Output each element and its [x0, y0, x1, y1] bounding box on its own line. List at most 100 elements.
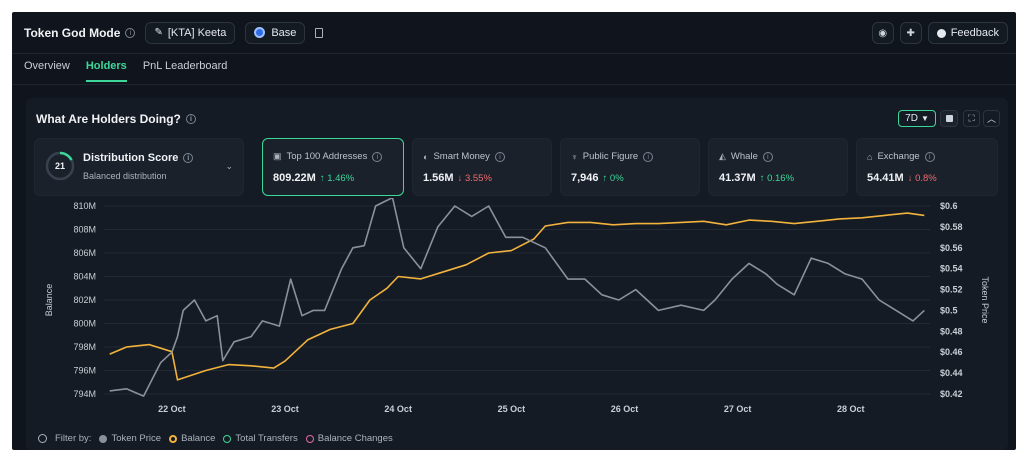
- tab-bar: Overview Holders PnL Leaderboard: [24, 60, 227, 82]
- calendar-button[interactable]: [940, 110, 958, 127]
- card-whale[interactable]: ◭ Whale i 41.37M ↑ 0.16%: [708, 138, 848, 196]
- card-value-text: 7,946: [571, 172, 599, 184]
- caret-down-icon: ▼: [920, 114, 929, 123]
- card-label-text: Public Figure: [582, 151, 639, 162]
- info-icon[interactable]: i: [924, 151, 935, 162]
- panel-title-text: What Are Holders Doing?: [36, 112, 181, 126]
- card-value: 41.37M ↑ 0.16%: [719, 172, 794, 184]
- filter-total-transfers[interactable]: Total Transfers: [223, 433, 298, 444]
- y2-tick-label: $0.48: [940, 326, 963, 336]
- expand-icon: ⛶: [968, 113, 975, 123]
- balance-changes-dot: [305, 434, 314, 443]
- feedback-label: Feedback: [950, 27, 999, 39]
- x-tick-label: 26 Oct: [611, 404, 639, 414]
- y2-tick-label: $0.44: [940, 368, 963, 378]
- y-tick-label: 798M: [73, 342, 96, 352]
- distribution-score-card[interactable]: 21 Distribution Score i Balanced distrib…: [34, 138, 244, 196]
- info-icon[interactable]: i: [762, 151, 773, 162]
- y-tick-label: 796M: [73, 366, 96, 376]
- tabs-divider: [12, 84, 1016, 85]
- chevron-up-icon: ︿: [986, 114, 996, 124]
- y-tick-label: 810M: [73, 201, 96, 211]
- info-icon[interactable]: i: [643, 151, 654, 162]
- card-label-text: Top 100 Addresses: [286, 151, 368, 162]
- total-transfers-dot: [223, 434, 232, 443]
- card-value: 1.56M ↓ 3.55%: [423, 172, 492, 184]
- card-change: ↑ 1.46%: [319, 173, 355, 184]
- chat-bubble-icon: [936, 28, 946, 38]
- base-chain-icon: [254, 27, 266, 38]
- watch-button[interactable]: ◉: [871, 22, 894, 44]
- info-icon[interactable]: i: [185, 114, 196, 124]
- y-tick-label: 808M: [73, 225, 96, 235]
- score-subtitle: Balanced distribution: [83, 171, 167, 181]
- holders-chart: 810M 808M 806M 804M 802M 800M 798M 796M 794M $0.6…: [44, 198, 990, 414]
- filter-bar: Filter by: Token Price Balance Total Tra…: [38, 433, 393, 444]
- card-value-text: 54.41M: [867, 172, 904, 184]
- fullscreen-button[interactable]: ⛶: [963, 110, 980, 127]
- y2-tick-label: $0.6: [940, 201, 958, 211]
- y2-tick-label: $0.58: [940, 222, 963, 232]
- y2-axis-title: Token Price: [980, 276, 990, 323]
- info-icon[interactable]: i: [372, 151, 383, 162]
- card-value: 809.22M ↑ 1.46%: [273, 172, 354, 184]
- y2-tick-label: $0.52: [940, 285, 963, 295]
- pin-icon: ✚: [906, 27, 915, 39]
- card-change: ↑ 0.16%: [759, 173, 795, 184]
- chevron-down-icon[interactable]: ⌄: [225, 161, 233, 171]
- panel-title: What Are Holders Doing? i: [36, 112, 196, 126]
- y2-tick-label: $0.46: [940, 347, 963, 357]
- card-label: ◐ Smart Money i: [423, 151, 505, 162]
- filter-item-label: Balance Changes: [317, 433, 393, 444]
- x-tick-label: 27 Oct: [724, 404, 752, 414]
- filter-balance[interactable]: Balance: [169, 433, 215, 444]
- tab-pnl-leaderboard[interactable]: PnL Leaderboard: [142, 60, 228, 72]
- whale-icon: ◭: [719, 151, 726, 161]
- token-price-line: [109, 198, 925, 397]
- card-smart-money[interactable]: ◐ Smart Money i 1.56M ↓ 3.55%: [412, 138, 552, 196]
- chain-selector[interactable]: Base: [245, 21, 306, 44]
- y-tick-label: 800M: [73, 319, 96, 329]
- collapse-button[interactable]: ︿: [983, 110, 1000, 127]
- filter-token-price[interactable]: Token Price: [99, 433, 161, 444]
- y-tick-label: 802M: [73, 295, 96, 305]
- x-tick-label: 22 Oct: [158, 404, 186, 414]
- y-tick-label: 794M: [73, 389, 96, 399]
- y-axis-title: Balance: [44, 284, 54, 317]
- score-value: 21: [54, 161, 65, 171]
- info-icon[interactable]: i: [183, 153, 194, 163]
- pin-button[interactable]: ✚: [899, 22, 922, 44]
- y2-tick-label: $0.42: [940, 389, 963, 399]
- card-value: 54.41M ↓ 0.8%: [867, 172, 937, 184]
- card-value-text: 809.22M: [273, 172, 316, 184]
- tab-overview[interactable]: Overview: [24, 60, 70, 72]
- card-label: ⌂ Exchange i: [867, 151, 935, 162]
- card-change: ↓ 3.55%: [457, 173, 492, 184]
- balance-line: [109, 212, 925, 381]
- y-tick-label: 806M: [73, 248, 96, 258]
- filter-balance-changes[interactable]: Balance Changes: [305, 433, 393, 444]
- copy-icon[interactable]: [315, 27, 324, 38]
- card-label-text: Exchange: [877, 151, 920, 162]
- pencil-icon: ✎: [154, 27, 163, 38]
- score-title: Distribution Score i: [83, 152, 194, 164]
- x-tick-label: 24 Oct: [384, 404, 412, 414]
- card-top-100-addresses[interactable]: ▣ Top 100 Addresses i 809.22M ↑ 1.46%: [262, 138, 404, 196]
- holders-panel: What Are Holders Doing? i 7D ▼ ⛶ ︿ 21 Di…: [26, 98, 1008, 450]
- token-label: [KTA] Keeta: [167, 26, 227, 39]
- range-dropdown[interactable]: 7D ▼: [898, 110, 936, 127]
- wallet-icon: ▣: [273, 151, 282, 161]
- token-selector[interactable]: ✎ [KTA] Keeta: [145, 21, 236, 44]
- range-value: 7D: [905, 113, 918, 124]
- eye-icon: ◉: [878, 27, 888, 39]
- filter-icon: [38, 434, 47, 443]
- info-icon[interactable]: i: [494, 151, 505, 162]
- card-public-figure[interactable]: ♆ Public Figure i 7,946 ↑ 0%: [560, 138, 700, 196]
- tab-holders[interactable]: Holders: [85, 60, 127, 82]
- feedback-button[interactable]: Feedback: [927, 22, 1008, 44]
- token-price-dot: [99, 434, 108, 443]
- info-icon[interactable]: i: [125, 27, 136, 38]
- x-tick-label: 23 Oct: [271, 404, 299, 414]
- card-value-text: 41.37M: [719, 172, 756, 184]
- card-exchange[interactable]: ⌂ Exchange i 54.41M ↓ 0.8%: [856, 138, 998, 196]
